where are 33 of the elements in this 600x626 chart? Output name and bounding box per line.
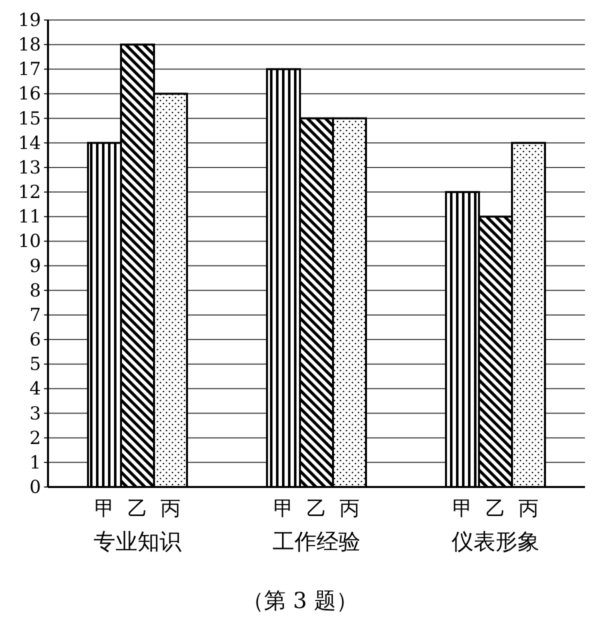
text: 甲 [274, 496, 294, 520]
x-tick-label: 仪表形象 [452, 530, 540, 555]
text: （第 3 题） [242, 589, 358, 614]
y-tick-label: 14 [18, 132, 41, 154]
text: 甲 [452, 496, 472, 520]
text: 丙 [518, 496, 538, 520]
x-tick-label: 工作经验 [272, 530, 360, 555]
text: 乙 [486, 496, 506, 520]
y-tick-label: 16 [18, 84, 41, 105]
y-tick-label: 11 [18, 206, 41, 228]
text: 丙 [340, 496, 360, 520]
y-tick-label: 6 [30, 330, 41, 351]
y-tick-label: 7 [30, 304, 41, 326]
y-tick-label: 18 [18, 34, 41, 56]
y-tick-label: 3 [30, 403, 41, 424]
y-tick-label: 15 [18, 108, 41, 130]
x-tick-label: 专业知识 [94, 530, 182, 555]
y-tick-label: 2 [30, 428, 41, 449]
y-tick-label: 8 [30, 280, 41, 302]
y-tick-label: 5 [30, 354, 41, 376]
y-tick-label: 0 [30, 477, 41, 498]
series-label: 乙 [128, 496, 148, 520]
y-tick-label: 19 [18, 10, 41, 31]
series-label: 丙 [160, 496, 180, 520]
y-tick-label: 10 [18, 231, 41, 252]
y-tick-label: 13 [18, 157, 41, 178]
text: 乙 [306, 496, 326, 520]
series-label: 甲 [94, 496, 114, 520]
y-tick-label: 12 [18, 182, 41, 204]
y-tick-label: 1 [30, 452, 41, 474]
y-tick-label: 17 [18, 59, 41, 80]
y-tick-label: 9 [30, 256, 41, 277]
y-tick-label: 4 [30, 378, 41, 400]
